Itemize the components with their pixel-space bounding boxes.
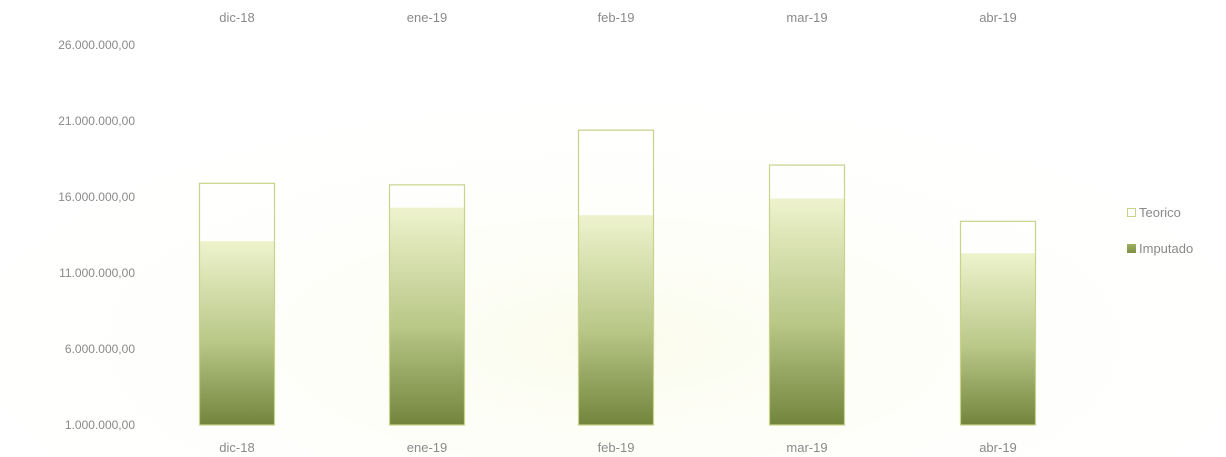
x-tick-label-top: ene-19: [407, 10, 447, 25]
y-tick-label: 21.000.000,00: [58, 114, 135, 128]
y-tick-label: 6.000.000,00: [65, 342, 135, 356]
bar-imputado: [960, 253, 1036, 425]
x-axis-top: dic-18 ene-19 feb-19 mar-19 abr-19: [219, 10, 1017, 25]
bar-teorico: [198, 182, 276, 426]
legend: Teorico Imputado: [1127, 203, 1193, 275]
x-tick-label-top: dic-18: [219, 10, 254, 25]
y-tick-label: 1.000.000,00: [65, 418, 135, 432]
x-tick-label-top: feb-19: [598, 10, 635, 25]
y-tick-label: 11.000.000,00: [59, 266, 135, 280]
bar-teorico: [388, 184, 466, 426]
x-tick-label-top: abr-19: [979, 10, 1017, 25]
legend-item-imputado: Imputado: [1127, 239, 1193, 257]
y-axis: 1.000.000,00 6.000.000,00 11.000.000,00 16.…: [58, 38, 135, 432]
x-tick-label-bottom: mar-19: [786, 440, 827, 455]
y-tick-label: 16.000.000,00: [58, 190, 135, 204]
bar-imputado: [199, 241, 275, 425]
x-tick-label-bottom: abr-19: [979, 440, 1017, 455]
x-tick-label-bottom: feb-19: [598, 440, 635, 455]
y-tick-label: 26.000.000,00: [58, 38, 135, 52]
legend-swatch-imputado: [1127, 243, 1136, 253]
legend-label-imputado: Imputado: [1139, 240, 1194, 256]
bar-teorico: [768, 164, 846, 426]
bar-teorico: [577, 129, 655, 426]
legend-label-teorico: Teorico: [1139, 204, 1181, 220]
bars-group: [198, 129, 1037, 426]
x-axis-bottom: dic-18 ene-19 feb-19 mar-19 abr-19: [219, 440, 1017, 455]
x-tick-label-top: mar-19: [786, 10, 827, 25]
legend-swatch-teorico: [1127, 207, 1136, 217]
x-tick-label-bottom: ene-19: [407, 440, 447, 455]
bar-imputado: [389, 207, 465, 425]
bar-teorico: [959, 220, 1037, 426]
bar-imputado: [578, 215, 654, 425]
x-tick-label-bottom: dic-18: [219, 440, 254, 455]
bar-imputado: [769, 198, 845, 425]
legend-item-teorico: Teorico: [1127, 203, 1193, 221]
